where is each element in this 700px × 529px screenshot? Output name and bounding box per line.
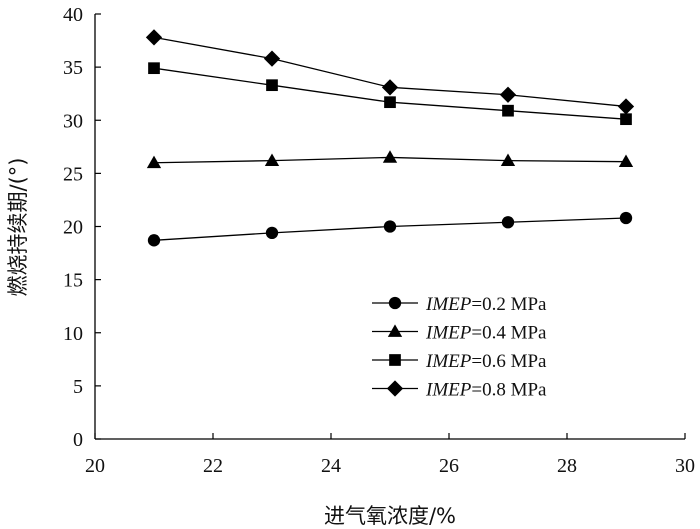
y-tick-label: 35 — [63, 57, 83, 79]
series-layer — [145, 29, 635, 247]
legend-marker-diamond — [386, 380, 404, 397]
legend-marker-circle — [388, 296, 402, 310]
y-tick-label: 30 — [63, 110, 83, 132]
data-point-square — [266, 79, 278, 92]
data-point-diamond — [145, 29, 163, 46]
legend-entry: IMEP=0.2 MPa — [372, 294, 547, 315]
data-point-diamond — [263, 50, 281, 67]
legend-variable: IMEP — [425, 323, 472, 344]
x-axis-title: 进气氧浓度/% — [324, 504, 456, 528]
legend-value: =0.6 MPa — [471, 351, 547, 372]
legend-label: IMEP=0.8 MPa — [425, 380, 547, 401]
legend-entry: IMEP=0.6 MPa — [372, 351, 547, 372]
data-point-circle — [147, 234, 161, 247]
series-triangle — [146, 150, 634, 169]
legend-entry: IMEP=0.4 MPa — [372, 323, 547, 344]
data-point-diamond — [381, 79, 399, 96]
data-point-square — [502, 104, 514, 117]
series-line — [153, 36, 627, 108]
data-point-circle — [619, 211, 633, 225]
legend-variable: IMEP — [425, 380, 472, 401]
legend-marker-triangle — [387, 324, 403, 337]
legend-label: IMEP=0.2 MPa — [425, 294, 547, 315]
legend-value: =0.2 MPa — [471, 294, 547, 315]
legend-label: IMEP=0.4 MPa — [425, 323, 547, 344]
x-tick-label: 26 — [439, 455, 459, 477]
y-tick-label: 0 — [73, 429, 83, 451]
data-point-diamond — [617, 98, 635, 115]
legend-variable: IMEP — [425, 351, 472, 372]
x-tick-label: 28 — [557, 455, 577, 477]
legend-entry: IMEP=0.8 MPa — [372, 380, 547, 401]
series-circle — [147, 211, 633, 247]
x-tick-label: 22 — [203, 455, 223, 477]
legend-variable: IMEP — [425, 294, 472, 315]
data-point-triangle — [146, 155, 162, 169]
series-square — [148, 62, 632, 126]
data-point-square — [620, 113, 632, 126]
y-tick-label: 5 — [73, 376, 83, 398]
legend-value: =0.4 MPa — [471, 323, 547, 344]
y-tick-label: 10 — [63, 323, 83, 345]
data-point-square — [384, 96, 396, 109]
data-point-triangle — [382, 150, 398, 163]
y-tick-label: 25 — [63, 163, 83, 185]
legend-marker-square — [389, 354, 401, 366]
y-tick-label: 40 — [63, 4, 83, 26]
data-point-triangle — [264, 153, 280, 166]
data-point-square — [148, 62, 160, 75]
legend-value: =0.8 MPa — [471, 380, 547, 401]
y-tick-label: 15 — [63, 270, 83, 292]
x-tick-label: 24 — [321, 455, 341, 477]
data-point-triangle — [500, 153, 516, 166]
data-point-circle — [501, 216, 515, 229]
x-tick-label: 30 — [675, 455, 695, 477]
data-point-circle — [265, 226, 279, 240]
axis-ticks: 20 22 24 26 28 30 0 5 10 15 20 25 30 35 40 — [63, 4, 695, 477]
data-point-diamond — [499, 86, 517, 103]
y-tick-label: 20 — [63, 217, 83, 239]
data-point-circle — [383, 220, 397, 233]
data-point-triangle — [618, 154, 634, 168]
x-tick-label: 20 — [85, 455, 105, 477]
y-axis-title: 燃烧持续期/(°) — [6, 158, 30, 297]
legend-label: IMEP=0.6 MPa — [425, 351, 547, 372]
series-diamond — [145, 29, 635, 115]
